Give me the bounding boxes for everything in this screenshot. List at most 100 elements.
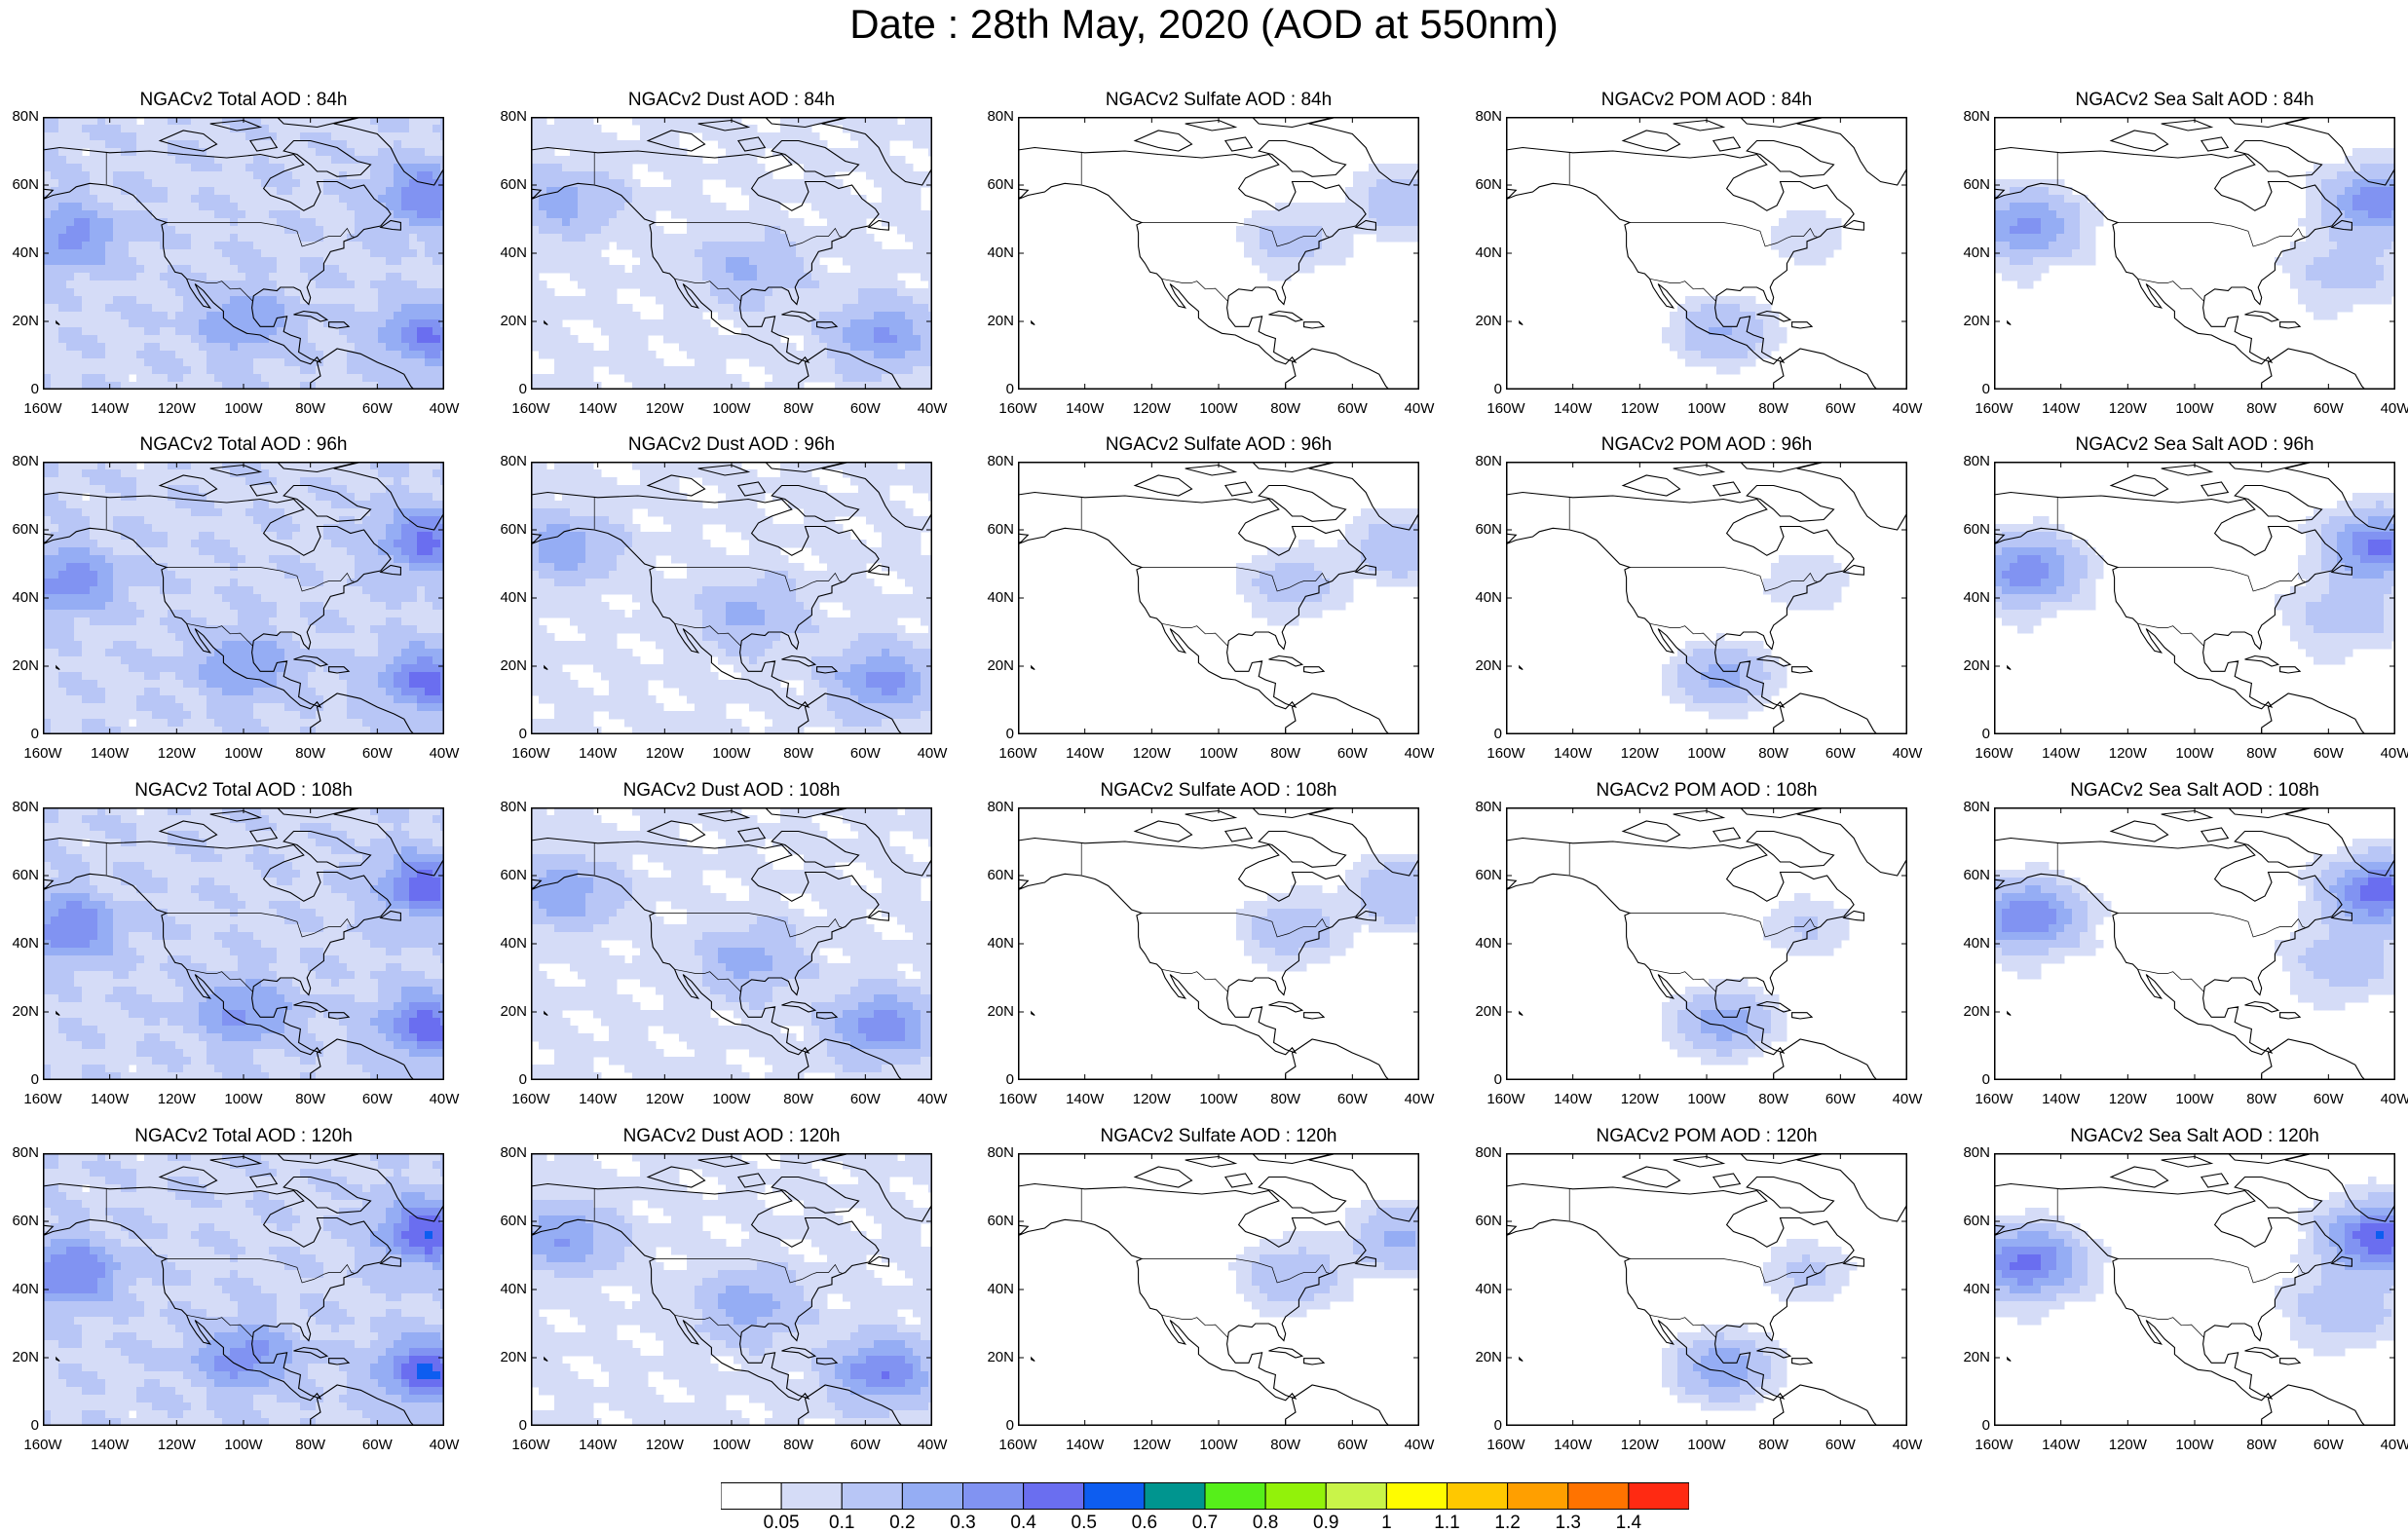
lat-tick-label: 0 [1463, 727, 1502, 742]
lon-tick-label: 120W [152, 746, 201, 762]
lon-tick-label: 100W [219, 1438, 268, 1453]
lat-tick-label: 0 [1951, 1418, 1990, 1434]
lat-tick-label: 40N [1951, 936, 1990, 952]
lat-tick-label: 20N [1951, 1004, 1990, 1020]
lon-tick-label: 80W [286, 401, 335, 417]
lon-tick-label: 160W [994, 746, 1042, 762]
lat-tick-label: 80N [488, 1145, 527, 1161]
colorbar-level-label: 0.8 [1236, 1514, 1295, 1533]
lat-tick-label: 0 [0, 1418, 39, 1434]
lon-tick-label: 120W [640, 1092, 689, 1107]
panel-title: NGACv2 POM AOD : 120h [1506, 1126, 1907, 1147]
colorbar-box [721, 1483, 781, 1510]
lon-tick-label: 40W [1395, 401, 1444, 417]
lon-tick-label: 40W [908, 746, 957, 762]
lon-tick-label: 40W [1883, 1438, 1932, 1453]
lat-tick-label: 0 [1463, 1418, 1502, 1434]
lon-tick-label: 120W [1127, 746, 1176, 762]
lat-tick-label: 80N [975, 1145, 1014, 1161]
lat-tick-label: 80N [488, 109, 527, 125]
lon-tick-label: 120W [152, 1092, 201, 1107]
lat-tick-label: 20N [1951, 658, 1990, 674]
lat-tick-label: 40N [0, 590, 39, 606]
lat-tick-label: 20N [0, 658, 39, 674]
lon-tick-label: 100W [2170, 1438, 2219, 1453]
lon-tick-label: 160W [19, 1438, 67, 1453]
lon-tick-label: 140W [574, 401, 622, 417]
coastlines [1018, 462, 1419, 734]
lon-tick-label: 100W [707, 1438, 756, 1453]
lat-tick-label: 80N [975, 109, 1014, 125]
map-panel-pom-120h [1506, 1153, 1907, 1426]
lat-tick-label: 40N [488, 245, 527, 261]
lon-tick-label: 160W [19, 746, 67, 762]
colorbar-level-label: 1.1 [1418, 1514, 1477, 1533]
lon-tick-label: 60W [841, 746, 889, 762]
lon-tick-label: 100W [219, 746, 268, 762]
lon-tick-label: 120W [1615, 746, 1664, 762]
lon-tick-label: 100W [707, 401, 756, 417]
lon-tick-label: 120W [1127, 1092, 1176, 1107]
colorbar-box [902, 1483, 962, 1510]
lon-tick-label: 120W [1615, 1438, 1664, 1453]
panel-title: NGACv2 POM AOD : 96h [1506, 434, 1907, 456]
lat-tick-label: 20N [975, 658, 1014, 674]
lat-tick-label: 0 [1951, 1072, 1990, 1088]
lon-tick-label: 140W [2037, 401, 2086, 417]
lat-tick-label: 20N [488, 1004, 527, 1020]
colorbar-level-label: 0.7 [1176, 1514, 1234, 1533]
map-panel-seasalt-96h [1994, 462, 2395, 734]
lat-tick-label: 40N [1463, 590, 1502, 606]
map-panel-seasalt-120h [1994, 1153, 2395, 1426]
lat-tick-label: 0 [488, 1418, 527, 1434]
map-panel-total-108h [43, 807, 444, 1080]
lon-tick-label: 100W [2170, 746, 2219, 762]
lon-tick-label: 160W [507, 1092, 555, 1107]
lon-tick-label: 40W [1883, 746, 1932, 762]
lon-tick-label: 140W [1061, 401, 1110, 417]
lon-tick-label: 80W [1261, 1092, 1310, 1107]
lat-tick-label: 20N [488, 658, 527, 674]
colorbar [721, 1482, 1689, 1510]
lon-tick-label: 80W [1750, 1092, 1798, 1107]
lat-tick-label: 60N [1463, 177, 1502, 193]
lat-tick-label: 0 [1951, 382, 1990, 397]
lat-tick-label: 40N [0, 936, 39, 952]
lon-tick-label: 40W [420, 401, 469, 417]
colorbar-box [1629, 1483, 1689, 1510]
lon-tick-label: 60W [353, 401, 401, 417]
colorbar-level-label: 0.3 [934, 1514, 993, 1533]
panel-title: NGACv2 Sea Salt AOD : 96h [1994, 434, 2395, 456]
lat-tick-label: 80N [1463, 1145, 1502, 1161]
lat-tick-label: 20N [1463, 314, 1502, 329]
lon-tick-label: 120W [2103, 746, 2152, 762]
lon-tick-label: 60W [1328, 1092, 1376, 1107]
map-panel-dust-96h [531, 462, 932, 734]
lon-tick-label: 120W [1615, 401, 1664, 417]
panel-title: NGACv2 POM AOD : 108h [1506, 780, 1907, 802]
lon-tick-label: 60W [353, 746, 401, 762]
aod-field [1994, 839, 2395, 1011]
lon-tick-label: 120W [640, 746, 689, 762]
lat-tick-label: 80N [0, 1145, 39, 1161]
lon-tick-label: 40W [1883, 1092, 1932, 1107]
panel-title: NGACv2 Dust AOD : 84h [531, 90, 932, 111]
lon-tick-label: 100W [2170, 1092, 2219, 1107]
lon-tick-label: 60W [1328, 746, 1376, 762]
lon-tick-label: 160W [994, 401, 1042, 417]
lon-tick-label: 140W [86, 401, 134, 417]
lon-tick-label: 140W [1549, 1092, 1598, 1107]
lon-tick-label: 80W [2238, 401, 2286, 417]
colorbar-level-label: 0.6 [1115, 1514, 1174, 1533]
lat-tick-label: 60N [1951, 1214, 1990, 1229]
lon-tick-label: 140W [1549, 401, 1598, 417]
lon-tick-label: 80W [774, 401, 823, 417]
lat-tick-label: 60N [0, 1214, 39, 1229]
map-panel-pom-108h [1506, 807, 1907, 1080]
lon-tick-label: 60W [1816, 1092, 1864, 1107]
lon-tick-label: 80W [1261, 1438, 1310, 1453]
lat-tick-label: 60N [1463, 1214, 1502, 1229]
colorbar-level-label: 0.2 [873, 1514, 931, 1533]
coastlines [1018, 117, 1419, 390]
lon-tick-label: 40W [908, 401, 957, 417]
